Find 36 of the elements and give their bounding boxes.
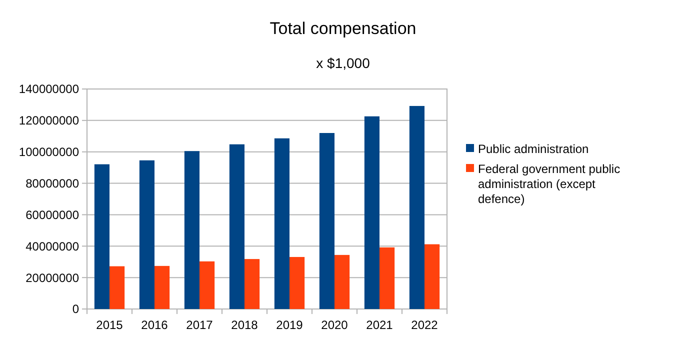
- y-tick-label: 140000000: [18, 82, 80, 96]
- y-tick-label: 80000000: [26, 176, 80, 190]
- bar: [290, 256, 305, 309]
- bar: [200, 261, 215, 309]
- legend-label: Public administration: [478, 142, 589, 156]
- y-tick-label: 100000000: [18, 145, 80, 160]
- y-tick-label: 20000000: [26, 270, 80, 285]
- x-tick-label: 2019: [276, 318, 304, 332]
- x-tick-label: 2022: [411, 318, 438, 332]
- y-tick-label: 60000000: [26, 208, 80, 222]
- bar: [229, 144, 244, 309]
- y-tick-label: 120000000: [18, 114, 80, 128]
- y-tick-label: 40000000: [26, 239, 80, 254]
- bar: [244, 259, 260, 309]
- bar: [110, 266, 125, 309]
- bar: [409, 106, 424, 309]
- bar: [364, 116, 380, 309]
- bar: [274, 138, 290, 309]
- x-tick-label: 2021: [366, 318, 394, 332]
- bar: [319, 133, 334, 309]
- x-tick-label: 2018: [231, 318, 258, 332]
- bar: [334, 254, 350, 309]
- x-tick-label: 2020: [321, 318, 348, 332]
- x-tick-label: 2017: [186, 318, 214, 332]
- chart-subtitle: x $1,000: [316, 55, 370, 71]
- legend-label: Federal government public administration (except defence): [478, 162, 620, 206]
- x-tick-label: 2016: [141, 318, 168, 332]
- chart-title: Total compensation: [270, 19, 416, 38]
- y-tick-label: 0: [72, 302, 80, 316]
- bar: [139, 160, 154, 309]
- bar: [154, 266, 170, 309]
- bar: [424, 244, 440, 309]
- bar: [380, 247, 395, 309]
- bar: [184, 151, 200, 309]
- bar: [94, 164, 110, 309]
- x-tick-label: 2015: [96, 318, 124, 332]
